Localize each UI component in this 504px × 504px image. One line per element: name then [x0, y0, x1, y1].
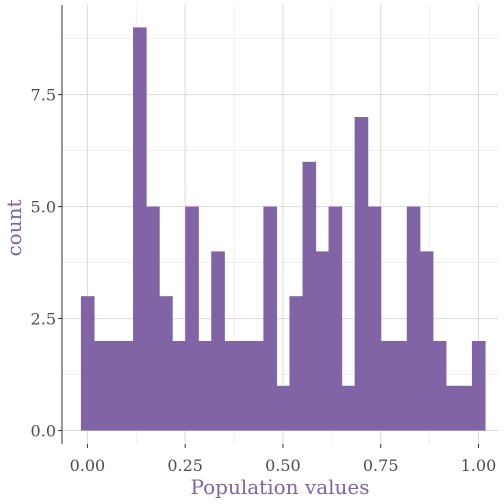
histogram-bar	[354, 116, 369, 431]
x-tick-label: 0.50	[265, 456, 301, 475]
histogram-bar	[237, 340, 251, 431]
histogram-bar	[146, 206, 160, 431]
y-tick-label: 0.0	[31, 422, 56, 441]
histogram-bar	[159, 296, 173, 431]
histogram-bar	[133, 27, 147, 431]
histogram-bar	[211, 251, 225, 431]
histogram-bar	[302, 161, 317, 431]
histogram-bar	[315, 251, 330, 431]
histogram-bar	[419, 251, 434, 431]
histogram-bar	[432, 340, 447, 431]
histogram-bar	[93, 340, 108, 431]
x-tick-label: 0.00	[70, 456, 106, 475]
histogram-bar	[185, 206, 199, 431]
histogram-bar	[250, 340, 264, 431]
x-tick-label: 0.75	[363, 456, 399, 475]
y-tick-label: 5.0	[31, 198, 56, 217]
histogram-bar	[328, 206, 343, 431]
y-tick-label: 2.5	[31, 310, 56, 329]
y-tick-label: 7.5	[31, 86, 56, 105]
histogram-bar	[106, 340, 121, 431]
histogram-bar	[224, 340, 238, 431]
histogram-bar	[406, 206, 421, 431]
histogram-bar	[380, 340, 395, 431]
histogram-bar	[367, 206, 382, 431]
x-axis-title: Population values	[190, 475, 369, 499]
histogram-bar	[263, 206, 278, 431]
histogram-bar	[120, 340, 134, 431]
y-axis-ticks: 0.0 2.5 5.0 7.5	[31, 86, 62, 441]
y-axis-title: count	[2, 199, 26, 256]
histogram-bar	[341, 385, 356, 431]
histogram-bar	[172, 340, 186, 431]
histogram-bars	[80, 27, 486, 431]
histogram-bar	[289, 296, 304, 431]
histogram-bar	[458, 385, 473, 431]
histogram-bar	[80, 296, 95, 431]
x-tick-label: 0.25	[167, 456, 203, 475]
histogram-bar	[276, 385, 291, 431]
histogram-bar	[198, 340, 212, 431]
x-axis-ticks: 0.00 0.25 0.50 0.75 1.00	[70, 444, 497, 475]
histogram-bar	[471, 340, 486, 431]
histogram-bar	[393, 340, 408, 431]
x-tick-label: 1.00	[461, 456, 497, 475]
histogram-bar	[445, 385, 460, 431]
